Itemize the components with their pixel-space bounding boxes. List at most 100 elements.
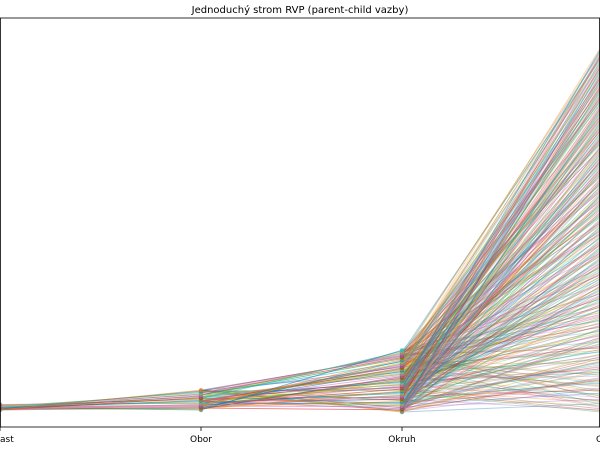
edge-line xyxy=(401,254,600,378)
edge-line xyxy=(401,303,600,366)
edge-line xyxy=(401,124,600,405)
edge-line xyxy=(401,349,600,399)
edge-line xyxy=(401,130,600,376)
edge-line xyxy=(401,234,600,357)
edge-line xyxy=(401,47,600,364)
edge-line xyxy=(401,326,600,372)
x-tick-label: C xyxy=(596,435,600,445)
edge-line xyxy=(401,373,600,405)
edge-line xyxy=(401,60,600,407)
edge-line xyxy=(401,92,600,375)
edge-line xyxy=(401,188,600,386)
edge-line xyxy=(401,243,600,412)
edge-line xyxy=(401,78,600,366)
edge-line xyxy=(401,389,600,397)
edge-line xyxy=(401,187,600,360)
edge-line xyxy=(401,64,600,364)
edge-line xyxy=(401,313,600,379)
edge-line xyxy=(401,374,600,402)
edge-line xyxy=(401,56,600,399)
edge-line xyxy=(401,83,600,370)
edge-line xyxy=(401,159,600,413)
edge-line xyxy=(401,141,600,366)
edge-line xyxy=(401,298,600,359)
edge-line xyxy=(401,148,600,353)
edge-line xyxy=(401,374,600,396)
edge-line xyxy=(401,378,600,409)
edge-line xyxy=(401,403,600,413)
edge-line xyxy=(401,331,600,356)
edge-line xyxy=(401,76,600,389)
edge-line xyxy=(401,144,600,361)
edge-line xyxy=(401,241,600,396)
edge-line xyxy=(401,312,600,351)
edge-line xyxy=(401,268,600,387)
edge-line xyxy=(200,390,403,410)
edge-line xyxy=(401,189,600,355)
edge-line xyxy=(401,309,600,386)
edge-line xyxy=(401,169,600,384)
edge-line xyxy=(401,262,600,397)
edge-line xyxy=(401,329,600,387)
edge-line xyxy=(401,387,600,404)
edge-line xyxy=(401,212,600,376)
edge-line xyxy=(401,112,600,404)
edge-line xyxy=(401,103,600,385)
edge-line xyxy=(401,174,600,375)
edge-line xyxy=(401,320,600,352)
edge-line xyxy=(401,387,600,410)
edge-line xyxy=(401,384,600,401)
edge-line xyxy=(401,226,600,404)
edge-line xyxy=(401,87,600,382)
edge-line xyxy=(401,336,600,412)
edge-line xyxy=(401,229,600,388)
edge-line xyxy=(401,207,600,392)
edge-line xyxy=(401,116,600,354)
edge-line xyxy=(401,182,600,398)
edge-line xyxy=(401,342,600,409)
edge-line xyxy=(401,231,600,354)
edge-line xyxy=(401,352,600,366)
edge-line xyxy=(401,337,600,394)
edge-line xyxy=(401,382,600,399)
edge-line xyxy=(401,362,600,405)
edge-line xyxy=(401,293,600,351)
edge-line xyxy=(401,361,600,404)
edge-line xyxy=(401,170,600,403)
edge-line xyxy=(401,307,600,352)
edge-line xyxy=(401,74,600,395)
edge-line xyxy=(401,228,600,408)
edge-line xyxy=(401,213,600,396)
edge-line xyxy=(401,149,600,371)
edge-line xyxy=(401,270,600,402)
x-tick-label: ast xyxy=(0,435,14,445)
edge-line xyxy=(401,142,600,361)
edge-line xyxy=(401,211,600,406)
edge-line xyxy=(401,57,600,355)
edge-line xyxy=(401,88,600,406)
edge-line xyxy=(401,347,600,355)
edge-line xyxy=(401,349,600,392)
edge-line xyxy=(401,135,600,410)
edge-line xyxy=(401,252,600,407)
edge-line xyxy=(401,230,600,363)
edge-line xyxy=(401,288,600,400)
edge-line xyxy=(401,206,600,392)
edge-line xyxy=(401,266,600,377)
edge-line xyxy=(401,244,600,360)
edge-line xyxy=(401,69,600,412)
edge-line xyxy=(401,301,600,382)
edge-line xyxy=(401,326,600,358)
edge-line xyxy=(401,353,600,413)
edge-line xyxy=(401,65,600,412)
edge-line xyxy=(401,221,600,396)
edge-line xyxy=(401,365,600,399)
edge-line xyxy=(401,261,600,388)
edge-line xyxy=(401,140,600,377)
edge-line xyxy=(401,367,600,410)
edge-line xyxy=(401,109,600,406)
edge-line xyxy=(401,120,600,397)
edge-line xyxy=(401,325,600,383)
edge-line xyxy=(401,360,600,413)
